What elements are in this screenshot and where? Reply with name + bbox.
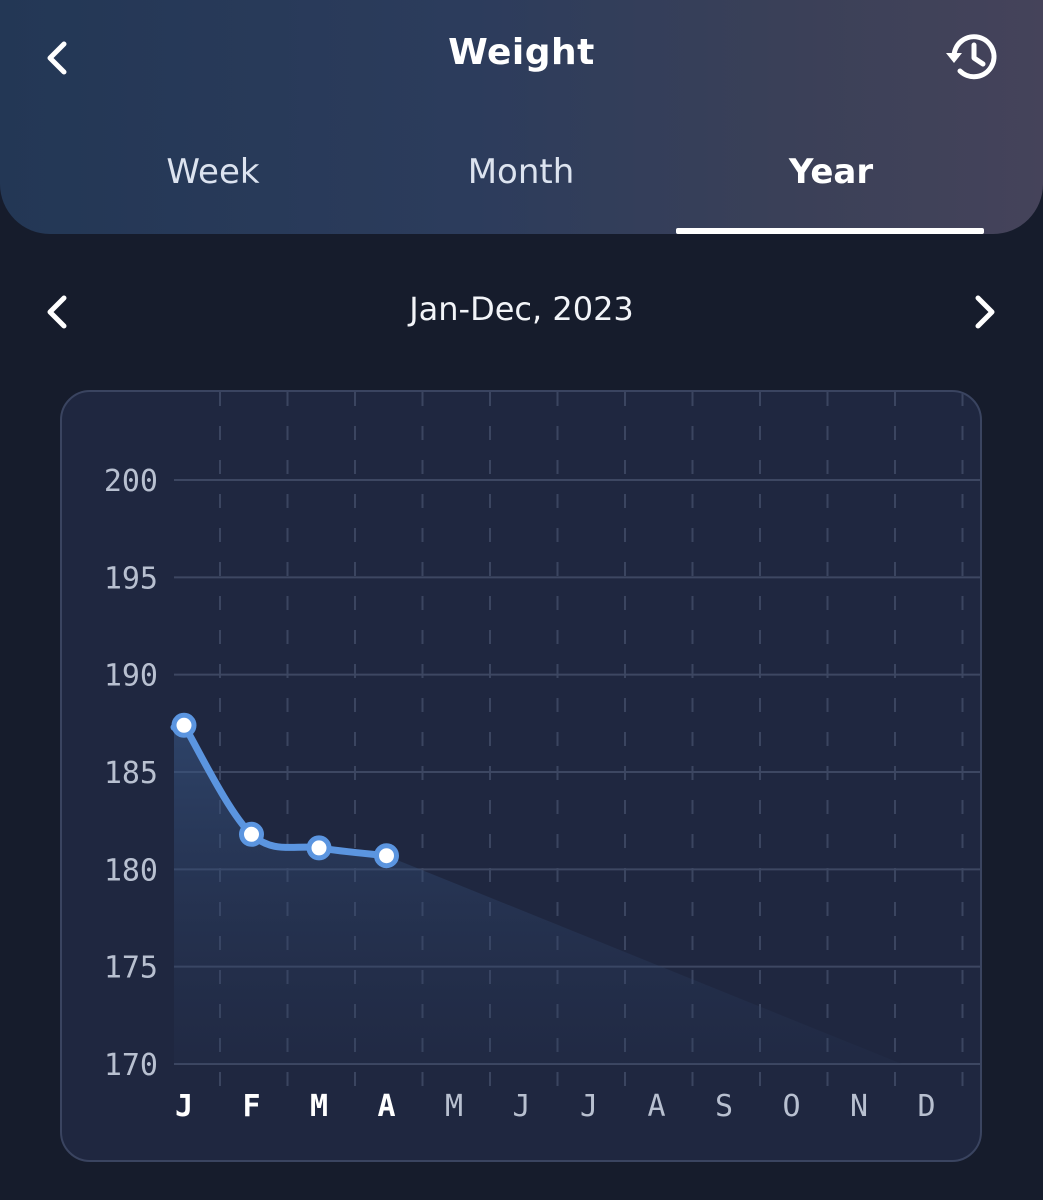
x-tick-label: J — [580, 1089, 598, 1124]
x-tick-label: O — [782, 1089, 800, 1124]
x-tick-label: M — [310, 1089, 328, 1124]
y-tick-label: 170 — [104, 1048, 158, 1083]
weight-chart-card: 200 195 190 185 180 175 170 J F M A M J J A S O N D — [60, 390, 982, 1162]
x-tick-label: S — [715, 1089, 733, 1124]
chevron-right-icon — [975, 295, 995, 329]
x-tick-label: F — [242, 1089, 260, 1124]
range-tabs: Week Month Year — [0, 130, 1043, 234]
history-icon — [946, 34, 997, 80]
x-tick-label: A — [647, 1089, 665, 1124]
x-tick-label: J — [512, 1089, 530, 1124]
y-tick-label: 190 — [104, 659, 158, 694]
weight-series-line — [170, 721, 390, 860]
x-tick-label: N — [850, 1089, 868, 1124]
back-button[interactable] — [28, 28, 88, 88]
y-tick-label: 175 — [104, 951, 158, 986]
x-tick-label: M — [445, 1089, 463, 1124]
tab-week[interactable]: Week — [166, 152, 260, 192]
y-tick-label: 180 — [104, 853, 158, 888]
next-period-button[interactable] — [954, 282, 1014, 342]
previous-period-button[interactable] — [28, 282, 88, 342]
y-tick-label: 185 — [104, 756, 158, 791]
data-point[interactable] — [306, 835, 332, 861]
chevron-left-icon — [47, 41, 67, 75]
y-tick-label: 200 — [104, 464, 158, 499]
data-point[interactable] — [171, 712, 197, 738]
weight-line-chart: 200 195 190 185 180 175 170 J F M A M J J A S O N D — [104, 392, 980, 1124]
x-tick-label: J — [175, 1089, 193, 1124]
data-point[interactable] — [239, 821, 264, 847]
y-tick-label: 195 — [104, 561, 158, 596]
period-label: Jan-Dec, 2023 — [409, 290, 634, 328]
trend-area — [174, 725, 902, 1064]
tab-year[interactable]: Year — [788, 152, 874, 192]
chevron-left-icon — [47, 295, 67, 329]
history-button[interactable] — [942, 27, 1002, 87]
active-tab-indicator — [676, 228, 984, 234]
x-tick-label: A — [377, 1089, 395, 1124]
header: Weight Week Month Year — [0, 0, 1043, 234]
tab-month[interactable]: Month — [467, 152, 575, 192]
page-title: Weight — [448, 32, 595, 73]
data-point[interactable] — [374, 843, 399, 869]
x-tick-label: D — [917, 1089, 935, 1124]
